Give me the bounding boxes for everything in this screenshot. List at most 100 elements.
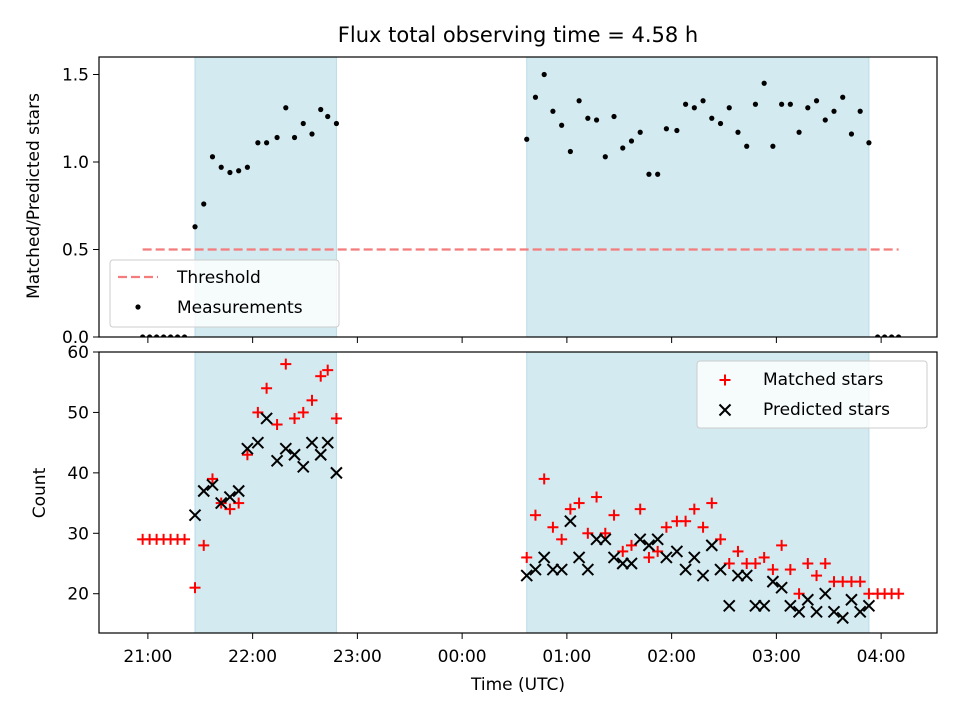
legend-matched-swatch bbox=[719, 374, 731, 386]
bottom-y-tick-label: 20 bbox=[67, 585, 89, 605]
matched-star-point bbox=[893, 588, 905, 600]
bottom-y-tick-label: 60 bbox=[67, 343, 89, 363]
predicted-star-point bbox=[836, 611, 849, 625]
predicted-star-point bbox=[223, 490, 237, 504]
matched-star-point bbox=[749, 558, 761, 570]
top-y-tick-label: 0.0 bbox=[62, 328, 89, 348]
measurement-point bbox=[524, 136, 530, 142]
measurement-point bbox=[735, 129, 741, 135]
matched-star-point bbox=[617, 545, 629, 557]
predicted-star-point bbox=[625, 557, 638, 570]
matched-star-point bbox=[556, 533, 568, 545]
measurement-point bbox=[532, 94, 539, 100]
x-tick-label: 04:00 bbox=[857, 647, 906, 667]
top-y-tick-label: 1.5 bbox=[62, 66, 89, 86]
chart-title: Flux total observing time = 4.58 h bbox=[338, 23, 698, 47]
matched-star-point bbox=[643, 551, 655, 563]
measurement-point bbox=[255, 140, 261, 146]
measurement-point bbox=[857, 108, 863, 114]
matched-star-point bbox=[802, 558, 814, 570]
matched-star-point bbox=[297, 406, 309, 418]
predicted-star-point bbox=[251, 436, 265, 449]
predicted-star-point bbox=[801, 593, 815, 606]
top-legend bbox=[109, 259, 340, 328]
measurement-point bbox=[333, 120, 340, 127]
measurement-point bbox=[192, 224, 198, 230]
predicted-star-point bbox=[784, 599, 797, 613]
matched-star-point bbox=[758, 551, 770, 563]
matched-star-point bbox=[538, 473, 550, 485]
measurement-point bbox=[567, 148, 573, 155]
matched-star-point bbox=[634, 503, 646, 515]
matched-star-point bbox=[280, 358, 292, 370]
matched-star-point bbox=[652, 545, 664, 557]
matched-star-point bbox=[811, 570, 823, 582]
predicted-star-point bbox=[599, 533, 612, 546]
legend-matched-label: Matched stars bbox=[763, 370, 883, 390]
matched-star-point bbox=[723, 558, 735, 570]
x-tick-label: 00:00 bbox=[438, 647, 487, 667]
measurement-point bbox=[559, 122, 565, 128]
bottom-y-axis-label: Count bbox=[30, 467, 50, 518]
legend-measurements-label: Measurements bbox=[177, 298, 303, 318]
matched-star-point bbox=[625, 539, 637, 551]
predicted-star-point bbox=[845, 593, 858, 606]
matched-star-point bbox=[521, 551, 533, 563]
measurement-point bbox=[848, 131, 855, 137]
predicted-star-point bbox=[688, 551, 701, 564]
measurement-point bbox=[882, 334, 888, 337]
predicted-star-point bbox=[321, 436, 334, 449]
matched-star-point bbox=[547, 521, 559, 533]
measurement-point bbox=[752, 101, 759, 107]
measurement-point bbox=[831, 108, 837, 114]
x-tick-label: 03:00 bbox=[752, 647, 801, 667]
predicted-star-point bbox=[555, 563, 568, 576]
measurement-point bbox=[787, 101, 793, 107]
measurement-point bbox=[300, 120, 306, 127]
predicted-star-point bbox=[581, 563, 595, 576]
predicted-star-point bbox=[827, 605, 841, 619]
predicted-star-point bbox=[297, 460, 310, 474]
measurement-point bbox=[700, 98, 706, 104]
matched-star-point bbox=[793, 588, 805, 600]
measurement-point bbox=[875, 334, 881, 337]
predicted-star-point bbox=[537, 551, 551, 564]
matched-star-point bbox=[529, 509, 541, 521]
top-y-tick-label: 1.0 bbox=[62, 153, 89, 173]
measurement-point bbox=[822, 117, 828, 123]
measurement-point bbox=[779, 101, 785, 107]
predicted-star-point bbox=[651, 533, 664, 546]
bottom-y-tick-label: 50 bbox=[67, 403, 89, 423]
predicted-star-point bbox=[188, 508, 202, 522]
predicted-star-point bbox=[670, 545, 684, 558]
measurement-point bbox=[709, 115, 715, 121]
predicted-star-point bbox=[634, 533, 647, 546]
predicted-star-point bbox=[642, 539, 656, 552]
measurement-point bbox=[593, 117, 600, 123]
matched-star-point bbox=[252, 406, 264, 418]
measurement-point bbox=[541, 71, 547, 78]
predicted-star-point bbox=[723, 599, 736, 613]
predicted-star-point bbox=[529, 563, 542, 576]
matched-star-point bbox=[819, 558, 831, 570]
measurement-point bbox=[291, 134, 298, 141]
legend-measurements-swatch bbox=[135, 304, 141, 310]
predicted-star-point bbox=[197, 484, 210, 498]
predicted-star-point bbox=[572, 551, 586, 564]
matched-star-point bbox=[233, 497, 245, 509]
legend-predicted-swatch bbox=[718, 403, 732, 417]
x-tick-label: 02:00 bbox=[647, 647, 696, 667]
measurements-series bbox=[140, 71, 902, 337]
measurement-point bbox=[895, 334, 902, 337]
matched-star-point bbox=[688, 503, 700, 515]
measurement-point bbox=[181, 334, 188, 337]
measurement-point bbox=[770, 143, 776, 149]
bottom-axes-frame bbox=[98, 351, 938, 634]
predicted-star-point bbox=[607, 551, 621, 564]
predicted-star-point bbox=[270, 454, 284, 467]
measurement-point bbox=[283, 105, 289, 111]
measurement-point bbox=[717, 120, 724, 127]
measurement-point bbox=[550, 108, 556, 114]
measurement-point bbox=[744, 143, 750, 149]
